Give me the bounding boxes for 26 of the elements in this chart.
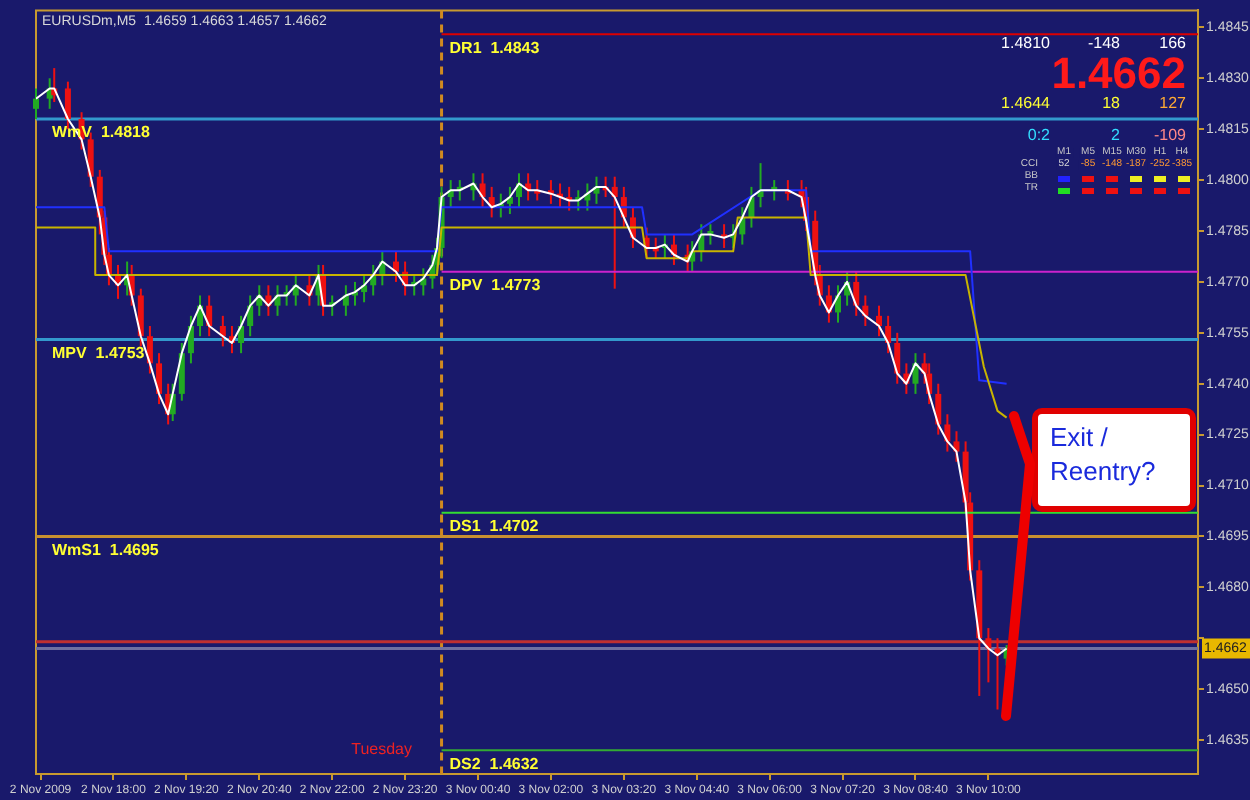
annotation: -109 xyxy=(1151,126,1188,144)
annotation: 2 xyxy=(1109,126,1122,144)
ref-line-label: WmS1 1.4695 xyxy=(52,540,160,559)
annotation: Exit / Reentry? xyxy=(1032,408,1196,512)
series-label: DS2 1.4632 xyxy=(449,754,540,773)
annotation: 0:2 xyxy=(1025,126,1052,144)
candlestick xyxy=(479,172,486,209)
series-label: DR1 1.4843 xyxy=(449,38,541,57)
annotation: 1.4810 xyxy=(999,34,1052,52)
candlestick xyxy=(33,87,39,120)
annotation: 1.4662 xyxy=(1049,48,1188,98)
candlestick xyxy=(342,284,349,317)
annotation: 18 xyxy=(1100,94,1122,112)
series-label: DS1 1.4702 xyxy=(449,517,540,536)
candlestick xyxy=(156,352,163,406)
candlestick xyxy=(274,284,281,317)
annotation: Tuesday xyxy=(349,740,414,758)
ref-line-label: MPV 1.4753 xyxy=(52,344,146,362)
candlestick xyxy=(178,341,185,402)
annotation: 127 xyxy=(1157,94,1188,112)
series-label: DPV 1.4773 xyxy=(449,276,542,295)
candlestick xyxy=(137,287,144,348)
annotation: 166 xyxy=(1157,34,1188,52)
annotation: 1.4644 xyxy=(999,94,1052,112)
candlestick xyxy=(953,430,960,463)
annotation: -148 xyxy=(1085,34,1122,52)
